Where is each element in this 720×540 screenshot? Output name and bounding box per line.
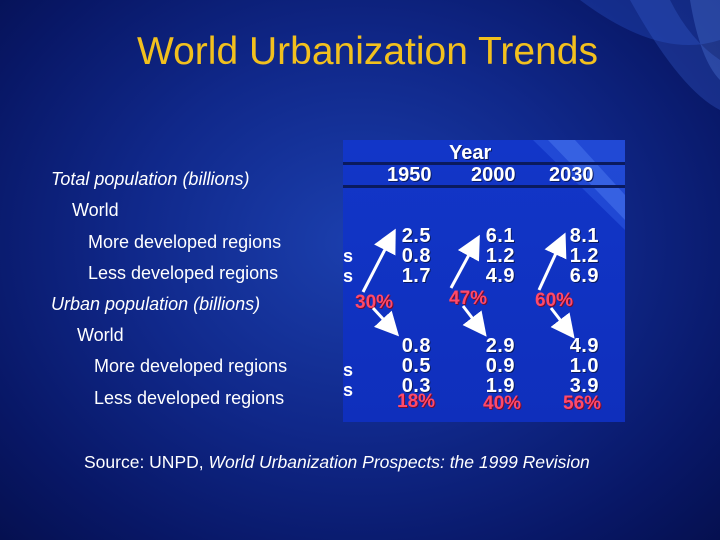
total-less-2000: 4.9 xyxy=(485,265,515,287)
table-year-2000: 2000 xyxy=(471,164,516,186)
urban-more-1950: 0.5 xyxy=(401,355,431,377)
total-world-1950: 2.5 xyxy=(401,225,431,247)
urban-share-less-1950: 18% xyxy=(397,391,436,412)
header-rule-top xyxy=(343,162,625,165)
urban-share-less-2000: 40% xyxy=(483,393,522,414)
urban-world-2030: 4.9 xyxy=(569,335,599,357)
slide-title: World Urbanization Trends xyxy=(137,30,598,73)
row-stub: s xyxy=(343,266,354,286)
urban-share-less-2030: 56% xyxy=(563,393,602,414)
corner-decoration xyxy=(580,0,720,110)
label-urban-more-developed: More developed regions xyxy=(94,356,288,376)
trend-arrows xyxy=(361,228,575,339)
label-total-less-developed: Less developed regions xyxy=(88,263,279,283)
urban-share-world-2030: 60% xyxy=(535,290,574,311)
urban-less-2000: 1.9 xyxy=(485,375,515,397)
table-year-2030: 2030 xyxy=(549,164,594,186)
label-urban-less-developed: Less developed regions xyxy=(94,388,285,408)
total-more-2030: 1.2 xyxy=(569,245,599,267)
row-stub: s xyxy=(343,360,354,380)
table-header-year: Year xyxy=(449,142,492,164)
table-year-1950: 1950 xyxy=(387,164,432,186)
urban-share-world-2000: 47% xyxy=(449,288,488,309)
total-more-1950: 0.8 xyxy=(401,245,431,267)
row-stub: s xyxy=(343,380,354,400)
label-total-world: World xyxy=(72,200,119,220)
total-less-1950: 1.7 xyxy=(401,265,431,287)
urban-world-2000: 2.9 xyxy=(485,335,515,357)
total-world-2030: 8.1 xyxy=(569,225,599,247)
header-rule-bottom xyxy=(343,185,625,188)
urban-less-2030: 3.9 xyxy=(569,375,599,397)
urban-world-1950: 0.8 xyxy=(401,335,431,357)
total-more-2000: 1.2 xyxy=(485,245,515,267)
source-citation: Source: UNPD, World Urbanization Prospec… xyxy=(84,452,590,473)
label-urban-population: Urban population (billions) xyxy=(51,294,261,314)
data-table-image: Year 1950 2000 2030 s s s s 2.5 6.1 8.1 … xyxy=(343,140,625,422)
urban-more-2000: 0.9 xyxy=(485,355,515,377)
total-less-2030: 6.9 xyxy=(569,265,599,287)
urban-less-1950: 0.3 xyxy=(401,375,431,397)
source-publication: World Urbanization Prospects: the 1999 R… xyxy=(208,452,590,472)
urban-more-2030: 1.0 xyxy=(569,355,599,377)
source-prefix: Source: UNPD, xyxy=(84,452,209,472)
label-total-population: Total population (billions) xyxy=(51,169,250,189)
total-world-2000: 6.1 xyxy=(485,225,515,247)
label-total-more-developed: More developed regions xyxy=(88,232,282,252)
row-stub: s xyxy=(343,246,354,266)
label-urban-world: World xyxy=(77,325,124,345)
urban-share-world-1950: 30% xyxy=(355,292,394,313)
